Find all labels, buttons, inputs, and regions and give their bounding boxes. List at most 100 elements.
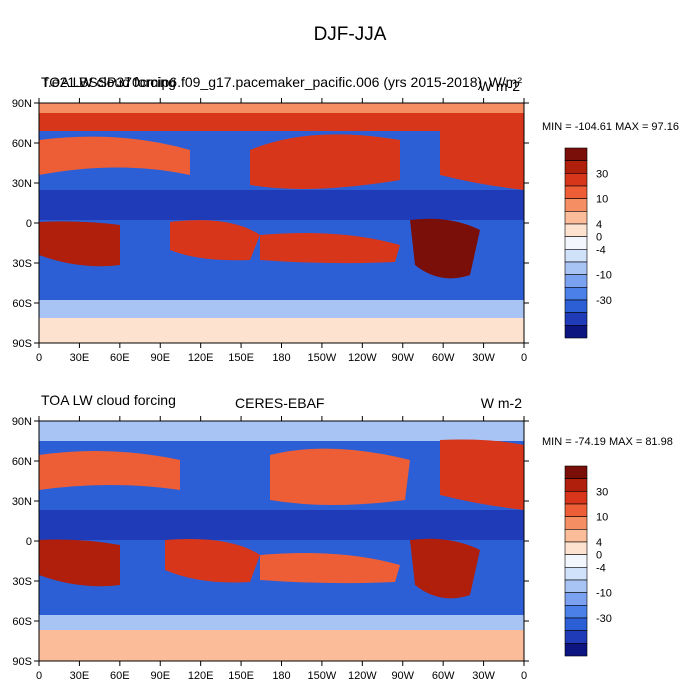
panel1-colorbar-label: -10 (596, 270, 612, 282)
panel2-colorbar-box (564, 465, 588, 479)
panel1-nh-pacific (250, 134, 400, 189)
panel1-x-tick-label: 30E (70, 352, 90, 364)
panel1-left-title: TOA LW cloud forcing (41, 74, 176, 90)
panel2-colorbar-box (564, 579, 588, 593)
panel1-x-tick-label: 180 (272, 352, 290, 364)
panel1-y-tick-label: 60N (12, 138, 32, 150)
panel2-x-tick-label: 0 (36, 670, 42, 682)
panel1-x-tick-label: 0 (36, 352, 42, 364)
panel1-itcz (39, 190, 524, 220)
panel2-x-tick-label: 150W (308, 670, 337, 682)
panel1-colorbar-box (564, 312, 588, 326)
panel2-x-tick-label: 60W (432, 670, 455, 682)
panel2-x-tick-label: 180 (272, 670, 290, 682)
panel2-itcz (39, 510, 524, 540)
panel2-spcz (260, 552, 400, 584)
panel1-x-tick-label: 60W (432, 352, 455, 364)
panel1-arctic-top (39, 103, 524, 113)
panel1-maritime (170, 220, 260, 261)
panel1-colorbar-box (564, 147, 588, 161)
panel1-x-tick-label: 0 (521, 352, 527, 364)
panel2-southern-ocean (39, 615, 524, 630)
panel2-map (38, 420, 525, 662)
panel2-y-tick-label: 90S (12, 656, 32, 668)
panel1-map (38, 102, 525, 344)
panel1-colorbar-label: 4 (596, 219, 602, 231)
panel2-colorbar-box (564, 567, 588, 581)
panel2-nh-pacific (270, 448, 410, 505)
panel2-colorbar-box (564, 592, 588, 606)
panel2-left-title: TOA LW cloud forcing (41, 392, 176, 408)
panel1-x-tick-label: 150W (308, 352, 337, 364)
panel2-x-tick-label: 90W (391, 670, 414, 682)
panel1-y-tick-label: 90S (12, 338, 32, 350)
panel2-colorbar-box (564, 541, 588, 555)
panel1-colorbar-box (564, 173, 588, 187)
panel2-colorbar-label: 0 (596, 550, 602, 562)
panel1-nh-eurasia (39, 136, 190, 175)
panel2-x-tick-label: 30E (70, 670, 90, 682)
panel2-y-tick-label: 30N (12, 496, 32, 508)
panel1-min-max: MIN = -104.61 MAX = 97.16 (542, 121, 679, 133)
panel2-africa (39, 539, 120, 587)
panel1-x-tick-label: 90E (150, 352, 170, 364)
panel2-x-tick-label: 60E (110, 670, 130, 682)
panel1-colorbar-label: 30 (596, 168, 608, 180)
panel1-colorbar-box (564, 325, 588, 339)
panel2-colorbar-label: 30 (596, 486, 608, 498)
panel1-colorbar-label: 0 (596, 232, 602, 244)
panel1-colorbar-box (564, 236, 588, 250)
panel1-x-tick-label: 120E (188, 352, 214, 364)
panel1-colorbar-box (564, 249, 588, 263)
panel1-africa (39, 221, 120, 267)
panel2-nh-atlantic (440, 439, 524, 510)
panel2-x-tick-label: 0 (521, 670, 527, 682)
panel1-spcz (260, 232, 400, 264)
panel1-colorbar-label: -4 (596, 244, 606, 256)
panel2-colorbar-box (564, 643, 588, 657)
panel2-units: W m-2 (480, 395, 522, 411)
panel1-antarctic (39, 318, 524, 343)
panel2-colorbar-label: -30 (596, 613, 612, 625)
figure-title: DJF-JJA (313, 24, 387, 45)
panel1-colorbar-box (564, 261, 588, 275)
panel2-min-max: MIN = -74.19 MAX = 81.98 (542, 436, 673, 448)
panel1-x-tick-label: 150E (228, 352, 254, 364)
panel2-center-title: CERES-EBAF (235, 395, 325, 411)
panel1-colorbar-box (564, 160, 588, 174)
panel1-y-tick-label: 0 (26, 218, 32, 230)
panel1-x-tick-label: 60E (110, 352, 130, 364)
panel2-colorbar-box (564, 605, 588, 619)
panel1-colorbar-box (564, 211, 588, 225)
panel1-y-tick-label: 60S (12, 298, 32, 310)
panel1-y-tick-label: 30N (12, 178, 32, 190)
panel1-south-america (410, 218, 480, 279)
panel1-southern-ocean (39, 300, 524, 318)
panel1-field (39, 103, 524, 343)
axes-layer: 0 30E 60E 90E 120E 150E 180 150W 120W 90W 60W 30W 09… (12, 98, 529, 682)
panel2-arctic-band (39, 421, 524, 441)
panel1-colorbar-label: -30 (596, 295, 612, 307)
panel1-colorbar-box (564, 223, 588, 237)
panel1-colorbar-label: 10 (596, 194, 608, 206)
panel1-colorbar-box (564, 198, 588, 212)
panel2-colorbar-label: -4 (596, 562, 606, 574)
panel1-x-tick-label: 120W (348, 352, 377, 364)
panel2-y-tick-label: 60S (12, 616, 32, 628)
panel2-colorbar-box (564, 529, 588, 543)
panel2-colorbar-box (564, 516, 588, 530)
panel2-nh-eurasia (39, 451, 180, 490)
panel1-x-tick-label: 30W (472, 352, 495, 364)
panel2-colorbar-box (564, 630, 588, 644)
panel2-y-tick-label: 60N (12, 456, 32, 468)
panel2-x-tick-label: 30W (472, 670, 495, 682)
panel1-y-tick-label: 90N (12, 98, 32, 110)
panel2-colorbar-label: -10 (596, 588, 612, 600)
panel2-field (39, 421, 524, 661)
panel1-x-tick-label: 90W (391, 352, 414, 364)
panel2-colorbar-box (564, 478, 588, 492)
panel2-colorbar-label: 10 (596, 512, 608, 524)
panel1-colorbar-box (564, 287, 588, 301)
panel2-colorbar-box (564, 617, 588, 631)
